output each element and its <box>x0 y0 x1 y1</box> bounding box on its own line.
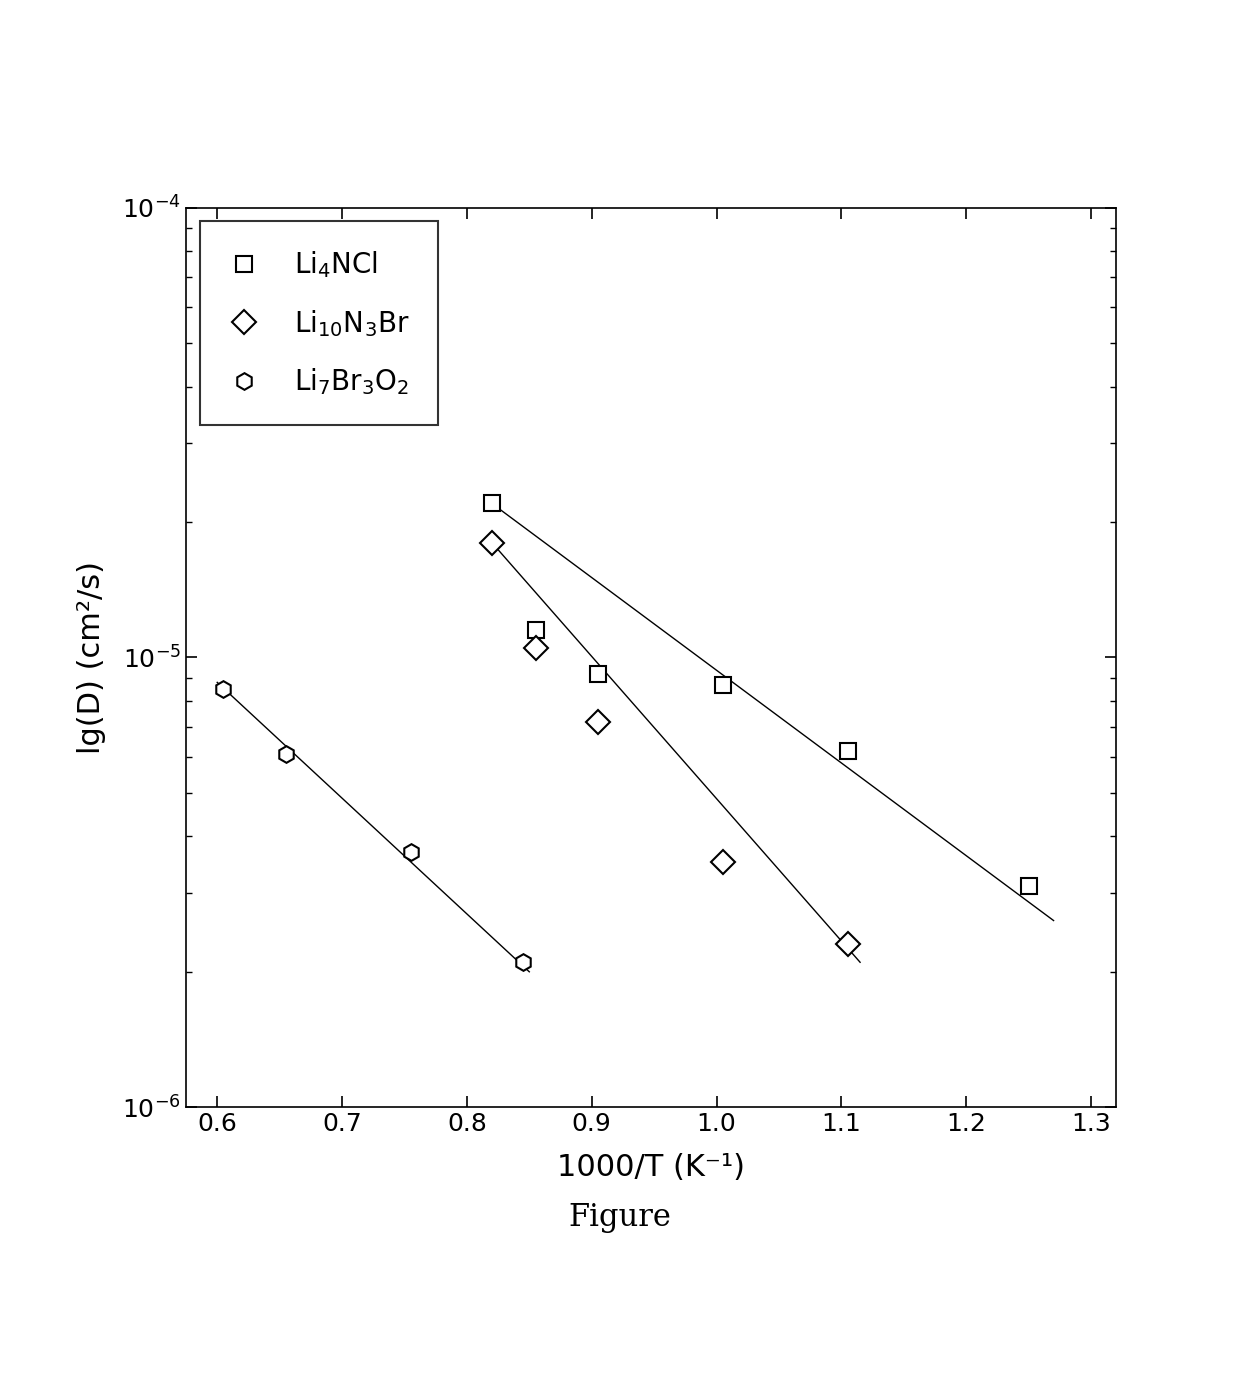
Y-axis label: lg(D) (cm²/s): lg(D) (cm²/s) <box>77 561 105 754</box>
Text: Figure: Figure <box>569 1203 671 1233</box>
Legend: Li$_4$NCl, Li$_{10}$N$_3$Br, Li$_7$Br$_3$O$_2$: Li$_4$NCl, Li$_{10}$N$_3$Br, Li$_7$Br$_3… <box>200 221 438 425</box>
X-axis label: 1000/T (K⁻¹): 1000/T (K⁻¹) <box>557 1153 745 1182</box>
